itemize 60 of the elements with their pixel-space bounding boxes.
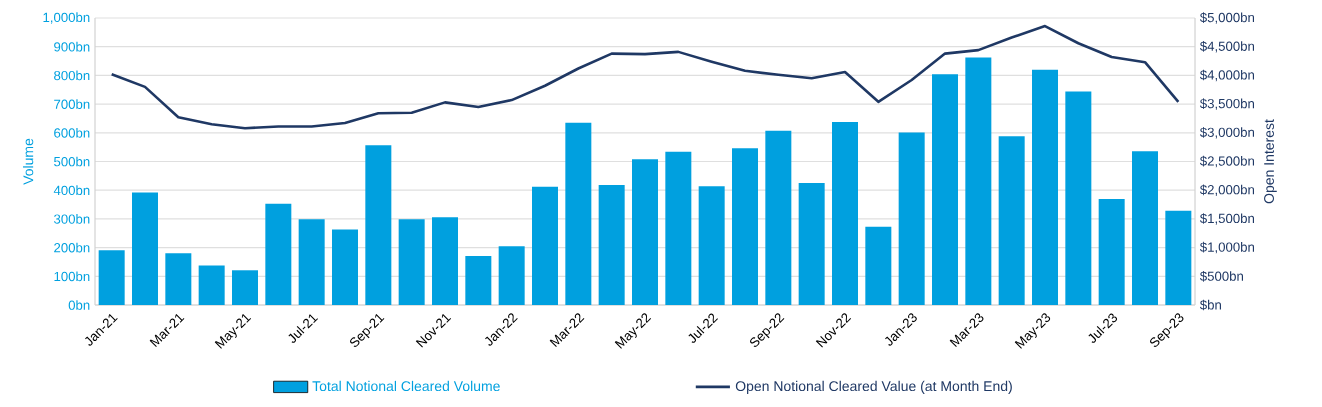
bar (565, 122, 592, 305)
y-axis-title: Volume (23, 138, 34, 185)
y-tick-label: 0bn (68, 300, 90, 310)
y-tick-label: 300bn (54, 214, 90, 224)
y2-tick-label: $2,000bn (1199, 184, 1255, 196)
bar (732, 148, 758, 305)
y-tick-label: 100bn (54, 271, 90, 282)
y2-axis-title: Open Interest (1264, 119, 1277, 204)
bar (498, 246, 525, 305)
y-tick-label: 700bn (54, 99, 90, 109)
legend-label: Total Notional Cleared Volume (312, 380, 500, 392)
bar (832, 121, 858, 305)
bar (1032, 69, 1059, 305)
bar (898, 132, 925, 305)
line-series (110, 24, 1180, 130)
y2-tick-label: $3,000bn (1199, 127, 1255, 139)
y2-tick-label: $4,000bn (1199, 69, 1255, 82)
y-tick-label: 800bn (54, 70, 90, 81)
bar (365, 145, 392, 305)
bar (798, 183, 825, 305)
y2-tick-label: $5,000bn (1199, 12, 1255, 24)
bar (465, 255, 492, 305)
y-tick-label: 200bn (54, 242, 90, 253)
y-tick-label: 500bn (54, 156, 90, 167)
y-tick-label: 600bn (54, 127, 90, 138)
bar (1132, 151, 1159, 305)
bar (1065, 91, 1092, 305)
bar (965, 57, 992, 305)
bar (132, 192, 158, 305)
bar (698, 186, 725, 305)
bar (1098, 199, 1125, 305)
y2-tick-label: $1,500bn (1199, 213, 1255, 225)
bar (265, 203, 292, 305)
bar (432, 217, 458, 305)
bar (598, 185, 625, 305)
y-tick-label: 1,000bn (43, 12, 90, 24)
bar (998, 136, 1025, 305)
y-tick-label: 900bn (54, 41, 90, 52)
bar (332, 229, 358, 305)
y2-tick-label: $3,500bn (1199, 98, 1255, 110)
bar (98, 250, 125, 305)
y2-tick-label: $bn (1199, 299, 1221, 311)
y2-tick-label: $4,500bn (1199, 40, 1255, 53)
bar (665, 151, 692, 305)
y2-tick-label: $2,500bn (1199, 155, 1255, 168)
bar (165, 253, 192, 305)
bar (532, 186, 558, 305)
bar (232, 270, 258, 305)
bar (865, 226, 892, 305)
y-tick-label: 400bn (53, 185, 90, 196)
bar (398, 219, 425, 305)
y2-tick-label: $500bn (1199, 270, 1243, 282)
bar (932, 74, 958, 305)
bar (632, 159, 659, 305)
bar (1165, 210, 1192, 305)
bar (298, 219, 325, 305)
legend-label: Open Notional Cleared Value (at Month End) (735, 380, 1012, 394)
bar (198, 265, 225, 305)
bar (765, 130, 792, 305)
y2-tick-label: $1,000bn (1199, 241, 1255, 254)
